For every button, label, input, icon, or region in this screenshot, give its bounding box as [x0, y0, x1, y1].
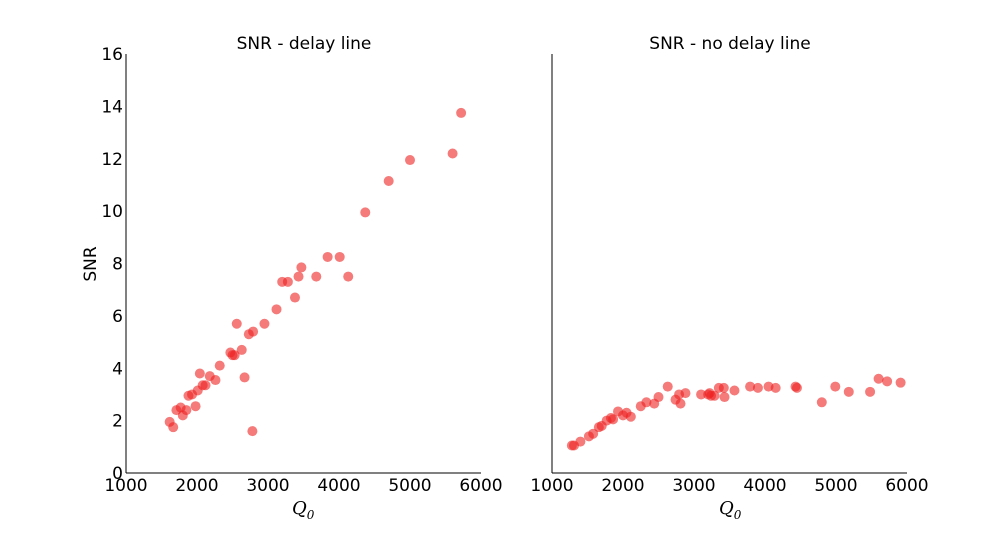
- x-tick-label-right-1000: 1000: [530, 476, 573, 496]
- scatter-point-right-32: [745, 381, 756, 392]
- scatter-point-right-41: [865, 386, 876, 397]
- x-axis-label-left-main: Q: [292, 498, 307, 519]
- scatter-point-left-24: [247, 426, 258, 437]
- scatter-point-left-18: [229, 350, 240, 361]
- scatter-point-right-31: [729, 385, 740, 396]
- scatter-point-left-31: [296, 262, 307, 273]
- y-tick-label-left-10: 10: [101, 202, 123, 222]
- scatter-point-left-30: [293, 271, 304, 282]
- scatter-point-right-2: [575, 436, 586, 447]
- scatter-point-left-32: [311, 271, 322, 282]
- scatter-point-left-39: [447, 148, 458, 159]
- scatter-point-left-12: [200, 380, 211, 391]
- scatter-point-right-27: [709, 390, 720, 401]
- y-tick-label-left-2: 2: [112, 412, 123, 432]
- x-tick-label-left-3000: 3000: [246, 476, 289, 496]
- scatter-point-right-22: [680, 388, 691, 399]
- scatter-point-right-42: [873, 373, 884, 384]
- x-tick-label-left-5000: 5000: [388, 476, 431, 496]
- scatter-point-right-18: [662, 381, 673, 392]
- chart-title-right: SNR - no delay line: [649, 34, 810, 54]
- scatter-point-left-8: [190, 401, 201, 412]
- x-tick-label-right-5000: 5000: [814, 476, 857, 496]
- y-tick-label-left-8: 8: [112, 255, 123, 275]
- scatter-point-right-39: [830, 381, 841, 392]
- scatter-point-left-19: [231, 318, 242, 329]
- scatter-point-left-1: [168, 422, 179, 433]
- scatter-point-left-21: [239, 372, 250, 383]
- y-tick-label-left-14: 14: [101, 97, 123, 117]
- y-axis-label-left: SNR: [81, 246, 101, 282]
- scatter-point-right-13: [625, 411, 636, 422]
- x-tick-label-right-4000: 4000: [743, 476, 786, 496]
- scatter-point-right-30: [719, 392, 730, 403]
- scatter-point-right-17: [653, 392, 664, 403]
- scatter-point-left-29: [289, 292, 300, 303]
- scatter-point-left-10: [194, 368, 205, 379]
- y-tick-label-left-12: 12: [101, 150, 123, 170]
- x-tick-label-right-6000: 6000: [885, 476, 928, 496]
- x-axis-label-right-subscript: 0: [734, 508, 742, 522]
- scatter-points-left: [164, 107, 467, 437]
- x-axis-label-left: Q0: [292, 498, 315, 522]
- scatter-point-right-29: [718, 382, 729, 393]
- scatter-points-right: [566, 373, 906, 451]
- scatter-point-left-28: [282, 276, 293, 287]
- scatter-point-left-23: [248, 326, 259, 337]
- scatter-point-left-25: [259, 318, 270, 329]
- scatter-point-left-37: [383, 176, 394, 187]
- x-tick-label-left-2000: 2000: [175, 476, 218, 496]
- x-axis-label-left-subscript: 0: [307, 508, 315, 522]
- scatter-point-right-44: [895, 377, 906, 388]
- x-axis-label-right-main: Q: [719, 498, 734, 519]
- scatter-point-left-33: [322, 251, 333, 262]
- scatter-point-left-36: [360, 207, 371, 218]
- scatter-point-right-35: [770, 382, 781, 393]
- scatter-point-right-40: [843, 386, 854, 397]
- x-tick-label-left-1000: 1000: [104, 476, 147, 496]
- scatter-point-right-15: [641, 397, 652, 408]
- scatter-point-left-5: [181, 405, 192, 416]
- chart-right: SNR - no delay line 1000 2000 3000 4000 5000…: [530, 34, 928, 522]
- y-tick-label-left-16: 16: [101, 45, 123, 65]
- scatter-point-left-26: [271, 304, 282, 315]
- x-tick-labels-right: 1000 2000 3000 4000 5000 6000: [530, 476, 928, 496]
- scatter-point-right-37: [791, 382, 802, 393]
- scatter-point-right-38: [816, 397, 827, 408]
- y-tick-label-left-0: 0: [112, 464, 123, 484]
- x-axis-label-right: Q0: [719, 498, 742, 522]
- x-tick-labels-left: 1000 2000 3000 4000 5000 6000: [104, 476, 502, 496]
- scatter-point-left-15: [214, 360, 225, 371]
- scatter-point-right-33: [752, 382, 763, 393]
- scatter-point-left-14: [210, 375, 221, 386]
- y-tick-label-left-4: 4: [112, 359, 123, 379]
- scatter-point-left-20: [236, 344, 247, 355]
- scatter-point-left-40: [456, 107, 467, 118]
- chart-left: SNR - delay line 0 2 4 6 8 10 12 14 16 1000 2000 3…: [81, 34, 503, 522]
- y-tick-labels-left: 0 2 4 6 8 10 12 14 16: [101, 45, 123, 484]
- scatter-point-right-21: [675, 398, 686, 409]
- scatter-point-right-23: [696, 389, 707, 400]
- x-tick-label-left-4000: 4000: [317, 476, 360, 496]
- chart-title-left: SNR - delay line: [237, 34, 372, 54]
- x-tick-label-right-2000: 2000: [601, 476, 644, 496]
- scatter-point-right-4: [588, 428, 599, 439]
- scatter-point-right-9: [608, 414, 619, 425]
- scatter-point-left-35: [343, 271, 354, 282]
- y-tick-label-left-6: 6: [112, 307, 123, 327]
- scatter-point-right-43: [882, 376, 893, 387]
- scatter-point-left-34: [334, 251, 345, 262]
- x-tick-label-left-6000: 6000: [459, 476, 502, 496]
- x-tick-label-right-3000: 3000: [672, 476, 715, 496]
- scatter-point-left-38: [405, 155, 415, 166]
